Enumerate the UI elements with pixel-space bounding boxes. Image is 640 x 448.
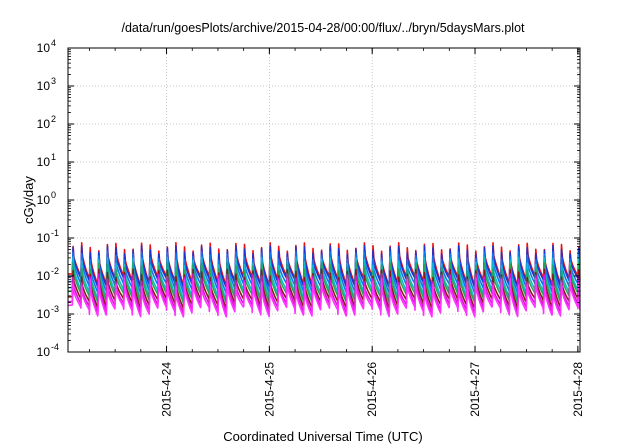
y-tick-label: 10 bbox=[37, 79, 51, 93]
x-tick-label: 2015-4-27 bbox=[468, 362, 482, 417]
x-axis-label: Coordinated Universal Time (UTC) bbox=[223, 429, 422, 444]
y-tick-label-exponent: 4 bbox=[51, 38, 56, 48]
y-tick-label-exponent: -1 bbox=[51, 228, 59, 238]
y-tick-label: 10 bbox=[37, 307, 51, 321]
y-tick-label-exponent: -3 bbox=[51, 304, 59, 314]
y-axis-label: cGy/day bbox=[21, 176, 36, 224]
grid bbox=[68, 48, 580, 352]
y-tick-label: 10 bbox=[37, 193, 51, 207]
y-tick-label: 10 bbox=[37, 155, 51, 169]
y-tick-label-exponent: 1 bbox=[51, 152, 56, 162]
series-line-8 bbox=[67, 277, 581, 318]
y-tick-label-exponent: -2 bbox=[51, 266, 59, 276]
y-tick-label-exponent: 2 bbox=[51, 114, 56, 124]
x-tick-label: 2015-4-25 bbox=[262, 362, 276, 417]
chart-title: /data/run/goesPlots/archive/2015-04-28/0… bbox=[121, 21, 525, 35]
y-tick-label: 10 bbox=[37, 345, 51, 359]
y-tick-label: 10 bbox=[37, 269, 51, 283]
y-tick-label-exponent: 3 bbox=[51, 76, 56, 86]
y-tick-label-exponent: -4 bbox=[51, 342, 59, 352]
y-tick-label: 10 bbox=[37, 117, 51, 131]
y-tick-label: 10 bbox=[37, 231, 51, 245]
series-layer bbox=[67, 241, 581, 318]
x-axis: 2015-4-24 2015-4-25 2015-4-26 2015-4-27 2015… bbox=[89, 48, 585, 417]
y-tick-label-exponent: 0 bbox=[51, 190, 56, 200]
x-tick-label: 2015-4-26 bbox=[365, 362, 379, 417]
y-tick-label: 10 bbox=[37, 41, 51, 55]
x-tick-label: 2015-4-28 bbox=[571, 362, 585, 417]
x-tick-label: 2015-4-24 bbox=[160, 362, 174, 417]
